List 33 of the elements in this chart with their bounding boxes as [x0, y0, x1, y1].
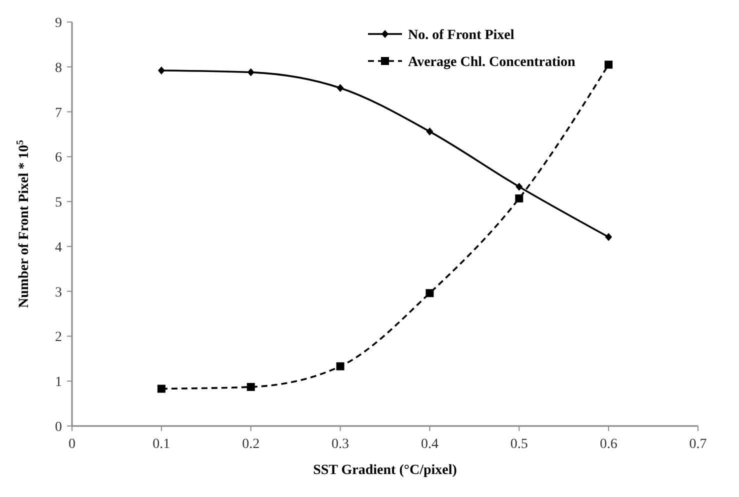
legend-label: Average Chl. Concentration: [408, 55, 576, 70]
point: [247, 68, 254, 76]
point: [426, 128, 434, 136]
point: [336, 84, 344, 92]
point: [157, 384, 166, 393]
x-tick-label: 0.5: [510, 437, 528, 452]
x-tick-label: 0.2: [242, 437, 260, 452]
y-tick-label: 7: [55, 106, 62, 121]
point: [158, 66, 165, 74]
point: [515, 194, 524, 202]
y-tick-label: 4: [55, 240, 62, 256]
point: [516, 182, 523, 191]
y-tick-label: 0: [55, 420, 62, 435]
point: [605, 233, 612, 242]
y-tick-label: 6: [55, 150, 62, 166]
legend-label: No. of Front Pixel: [408, 28, 514, 43]
y-tick-label: 1: [55, 375, 62, 390]
x-tick-label: 0.1: [152, 437, 170, 452]
point: [336, 362, 344, 370]
point: [604, 60, 613, 69]
point: [246, 382, 255, 391]
x-tick-label: 0.3: [332, 437, 350, 452]
y-tick-label: 3: [55, 285, 62, 300]
y-tick-label: 2: [55, 330, 62, 346]
y-tick-label: 9: [55, 16, 62, 31]
x-axis-title: SST Gradient (°C/pixel): [313, 463, 458, 478]
x-tick-label: 0.6: [600, 437, 618, 452]
x-tick-label: 0.4: [420, 437, 438, 452]
x-tick-label: 0.7: [689, 437, 707, 452]
x-tick-label: 0: [68, 437, 76, 452]
y-tick-label: 5: [55, 196, 62, 211]
y-tick-label: 8: [55, 60, 62, 76]
point: [426, 289, 434, 298]
